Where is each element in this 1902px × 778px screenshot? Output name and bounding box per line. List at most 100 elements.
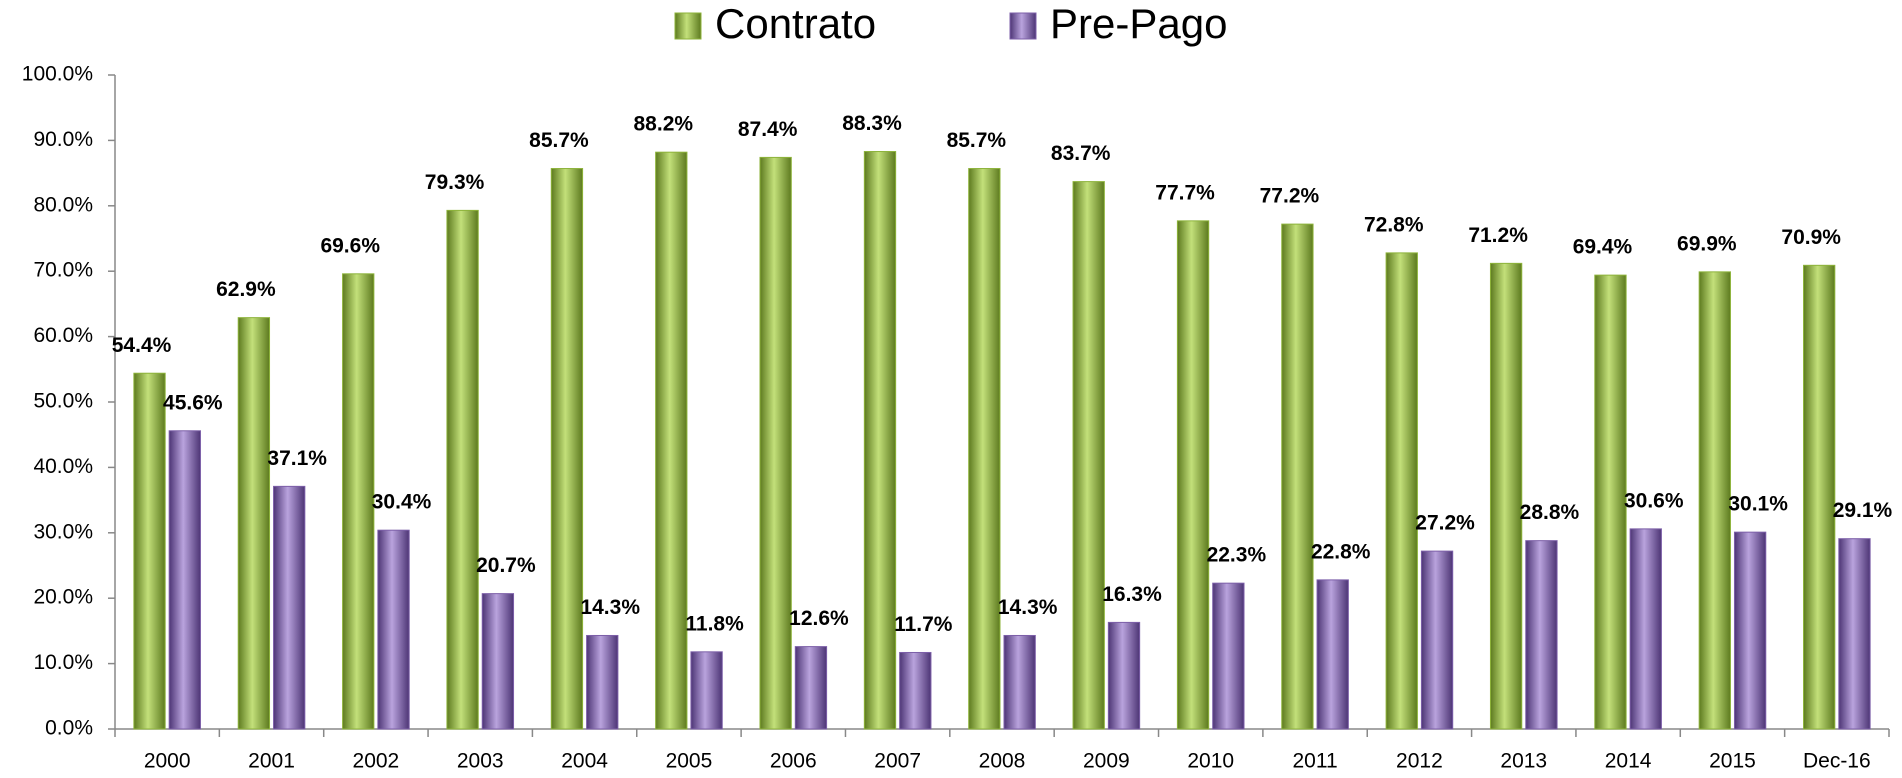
x-tick-label: 2005 [666, 750, 713, 773]
x-tick-label: 2003 [457, 750, 504, 773]
value-label: 83.7% [1051, 142, 1111, 165]
x-tick-label: 2004 [561, 750, 608, 773]
value-label: 77.2% [1260, 185, 1320, 208]
bar [550, 168, 584, 730]
bar [1003, 634, 1036, 730]
value-label: 30.6% [1624, 489, 1684, 512]
bar [1838, 538, 1871, 730]
bar [1525, 540, 1558, 730]
value-label: 45.6% [163, 391, 223, 414]
bar [1733, 531, 1767, 730]
value-label: 54.4% [112, 334, 172, 357]
bar [1594, 274, 1627, 730]
x-tick-label: 2000 [144, 750, 191, 773]
value-label: 22.3% [1207, 544, 1267, 567]
x-tick-label: 2010 [1187, 750, 1234, 773]
legend-label: Contrato [715, 0, 876, 47]
bar [794, 646, 828, 730]
legend-swatch [1009, 12, 1037, 40]
value-label: 30.1% [1728, 493, 1788, 516]
value-label: 37.1% [267, 447, 327, 470]
y-tick-label: 90.0% [33, 128, 93, 151]
value-label: 88.2% [634, 113, 694, 136]
bar [273, 485, 306, 730]
x-tick-label: 2008 [979, 750, 1026, 773]
bar [133, 372, 166, 730]
value-label: 69.6% [320, 234, 380, 257]
bar [1176, 220, 1210, 730]
bar [168, 430, 201, 730]
bar [377, 529, 410, 730]
value-label: 20.7% [476, 554, 536, 577]
y-tick-label: 40.0% [33, 455, 93, 478]
x-tick-label: 2014 [1605, 750, 1652, 773]
bar [342, 273, 375, 730]
bar [1489, 262, 1523, 730]
y-tick-label: 0.0% [45, 717, 93, 740]
x-tick-label: 2009 [1083, 750, 1130, 773]
y-tick-label: 80.0% [33, 193, 93, 216]
value-label: 11.7% [894, 613, 953, 636]
x-tick-label: 2012 [1396, 750, 1443, 773]
value-label: 16.3% [1102, 583, 1162, 606]
value-label: 28.8% [1520, 501, 1580, 524]
legend-swatch [674, 12, 702, 40]
bar [481, 593, 515, 730]
bar [899, 651, 932, 730]
x-tick-label: 2002 [353, 750, 400, 773]
bar [1629, 528, 1662, 730]
value-label: 62.9% [216, 278, 276, 301]
bar [968, 168, 1001, 730]
y-tick-label: 70.0% [33, 259, 93, 282]
x-tick-label: 2007 [874, 750, 921, 773]
bar [1385, 252, 1418, 730]
bar [690, 651, 723, 730]
value-label: 77.7% [1155, 181, 1215, 204]
bar [655, 151, 688, 730]
value-label: 14.3% [998, 596, 1058, 619]
bar [1107, 621, 1141, 730]
value-label: 27.2% [1415, 512, 1475, 535]
value-label: 72.8% [1364, 213, 1424, 236]
y-tick-label: 60.0% [33, 324, 93, 347]
bar [1281, 223, 1314, 730]
bar [1212, 582, 1245, 730]
value-label: 85.7% [529, 129, 589, 152]
value-label: 12.6% [789, 607, 849, 630]
x-tick-label: 2006 [770, 750, 817, 773]
bar [586, 634, 619, 730]
x-tick-label: 2015 [1709, 750, 1756, 773]
y-tick-label: 10.0% [33, 651, 93, 674]
bar [863, 151, 897, 730]
value-label: 29.1% [1833, 499, 1893, 522]
value-label: 88.3% [842, 112, 902, 135]
value-label: 87.4% [738, 118, 798, 141]
x-tick-label: Dec-16 [1803, 750, 1871, 773]
value-label: 79.3% [425, 171, 485, 194]
value-label: 85.7% [947, 129, 1007, 152]
value-label: 70.9% [1781, 226, 1841, 249]
x-tick-label: 2013 [1500, 750, 1547, 773]
x-tick-label: 2011 [1292, 750, 1337, 773]
bar [1803, 264, 1836, 730]
bar [237, 317, 271, 730]
bar [1316, 579, 1349, 730]
value-label: 71.2% [1468, 224, 1528, 247]
legend-label: Pre-Pago [1050, 0, 1227, 47]
value-label: 22.8% [1311, 540, 1371, 563]
value-label: 69.4% [1573, 236, 1633, 259]
value-label: 69.9% [1677, 232, 1737, 255]
bar [1072, 181, 1105, 730]
y-tick-label: 20.0% [33, 586, 93, 609]
y-tick-label: 50.0% [33, 390, 93, 413]
value-label: 30.4% [372, 491, 432, 514]
value-label: 14.3% [580, 596, 640, 619]
bar [1698, 271, 1731, 730]
bar [1420, 550, 1454, 730]
y-tick-label: 30.0% [33, 520, 93, 543]
bar [759, 156, 792, 730]
bar [446, 209, 479, 730]
value-label: 11.8% [685, 612, 744, 635]
y-tick-label: 100.0% [22, 63, 93, 86]
